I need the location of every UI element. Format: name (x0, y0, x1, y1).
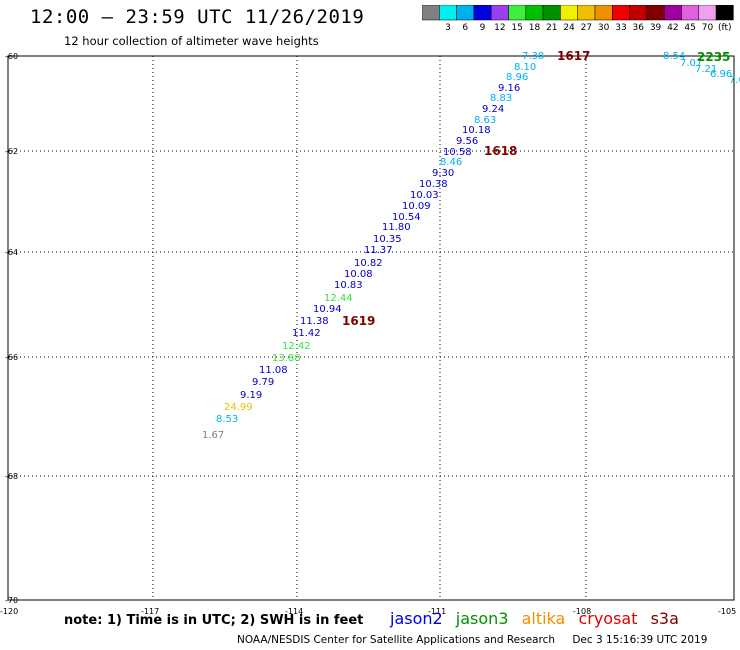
scale-label: 18 (529, 23, 541, 33)
footer: NOAA/NESDIS Center for Satellite Applica… (237, 634, 707, 646)
wave-height-value: 8.54 (663, 51, 685, 62)
map-title: 12:00 – 23:59 UTC 11/26/2019 (30, 6, 365, 28)
color-scale-legend: 3 6 9 12 15 18 21 24 27 30 33 36 39 42 45 70 (ft) (422, 5, 734, 33)
wave-height-value: 13.88 (272, 353, 301, 364)
pass-time-label: 1618 (484, 144, 517, 158)
latitude-label: -70 (5, 596, 18, 605)
scale-label: 24 (563, 23, 575, 33)
scale-label: 70 (702, 23, 714, 33)
longitude-label: -114 (285, 607, 303, 616)
note-text: note: 1) Time is in UTC; 2) SWH is in fe… (64, 613, 364, 628)
wave-height-value: 9.16 (498, 83, 520, 94)
wave-height-value: 10.83 (334, 280, 363, 291)
wave-height-value: 11.42 (292, 328, 321, 339)
wave-height-value: 7.38 (522, 51, 544, 62)
longitude-label: -105 (718, 607, 736, 616)
wave-height-value: 10.03 (410, 190, 439, 201)
wave-height-value: 8.96 (506, 72, 528, 83)
wave-height-value: 7.0 (729, 75, 740, 86)
wave-height-value: 12.42 (282, 341, 311, 352)
wave-height-value: 7.07 (680, 58, 702, 69)
wave-height-value: 10.09 (402, 201, 431, 212)
pass-time-label: 1619 (342, 314, 375, 328)
wave-height-value: 7.21 (695, 64, 717, 75)
latitude-label: -62 (5, 147, 18, 156)
wave-height-value: 9.79 (252, 377, 274, 388)
wave-height-value: 10.35 (373, 234, 402, 245)
longitude-label: -120 (0, 607, 18, 616)
scale-label: 21 (546, 23, 557, 33)
latitude-label: -68 (5, 472, 18, 481)
latitude-label: -60 (5, 52, 18, 61)
wave-height-value: 10.18 (462, 125, 491, 136)
map-subtitle: 12 hour collection of altimeter wave hei… (64, 34, 319, 48)
wave-height-value: 24.99 (224, 402, 253, 413)
wave-height-value: 10.94 (313, 304, 342, 315)
scale-label: 15 (511, 23, 522, 33)
footer-credit: NOAA/NESDIS Center for Satellite Applica… (237, 634, 555, 646)
wave-height-value: 11.37 (364, 245, 393, 256)
wave-height-value: 8.63 (474, 115, 496, 126)
wave-height-value: 11.08 (259, 365, 288, 376)
wave-height-value: 10.54 (392, 212, 421, 223)
scale-label: 12 (494, 23, 505, 33)
wave-height-value: 9.24 (482, 104, 504, 115)
pass-time-label: 2235 (697, 50, 730, 64)
scale-label: 36 (633, 23, 645, 33)
scale-label: (ft) (718, 23, 732, 33)
scale-label: 9 (480, 23, 486, 33)
wave-height-value: 9.30 (432, 168, 454, 179)
longitude-label: -111 (428, 607, 446, 616)
wave-height-value: 11.38 (300, 316, 329, 327)
footer-timestamp: Dec 3 15:16:39 UTC 2019 (572, 634, 708, 646)
wave-height-value: 10.08 (344, 269, 373, 280)
pass-time-label: 1617 (557, 49, 590, 63)
scale-label: 3 (445, 23, 451, 33)
satellite-cryosat: cryosat (578, 609, 638, 628)
latitude-label: -66 (5, 353, 18, 362)
scale-label: 45 (684, 23, 695, 33)
wave-height-value: 10.58 (443, 147, 472, 158)
wave-height-value: 12.44 (324, 293, 353, 304)
scale-label: 6 (462, 23, 468, 33)
satellite-legend: jason2 jason3 altika cryosat s3a (390, 609, 687, 628)
longitude-label: -117 (141, 607, 159, 616)
wave-height-value: 10.38 (419, 179, 448, 190)
wave-height-value: 9.19 (240, 390, 262, 401)
wave-height-value: 8.10 (514, 62, 536, 73)
scale-label: 42 (667, 23, 678, 33)
scale-label: 39 (650, 23, 662, 33)
scale-label: 30 (598, 23, 610, 33)
wave-height-value: 8.83 (490, 93, 512, 104)
scale-swatch (715, 5, 734, 21)
satellite-s3a: s3a (650, 609, 679, 628)
wave-height-value: 9.56 (456, 136, 478, 147)
wave-height-value: 1.67 (202, 430, 224, 441)
scale-label: 33 (615, 23, 626, 33)
map-frame (7, 55, 735, 601)
latitude-label: -64 (5, 248, 18, 257)
satellite-altika: altika (521, 609, 566, 628)
longitude-label: -108 (573, 607, 591, 616)
wave-height-value: 8.53 (216, 414, 238, 425)
satellite-jason2: jason2 (390, 609, 443, 628)
wave-height-value: 8.46 (440, 157, 462, 168)
scale-label: 27 (581, 23, 592, 33)
wave-height-value: 10.82 (354, 258, 383, 269)
wave-height-value: 6.96 (710, 69, 732, 80)
wave-height-value: 11.80 (382, 222, 411, 233)
satellite-jason3: jason3 (455, 609, 509, 628)
